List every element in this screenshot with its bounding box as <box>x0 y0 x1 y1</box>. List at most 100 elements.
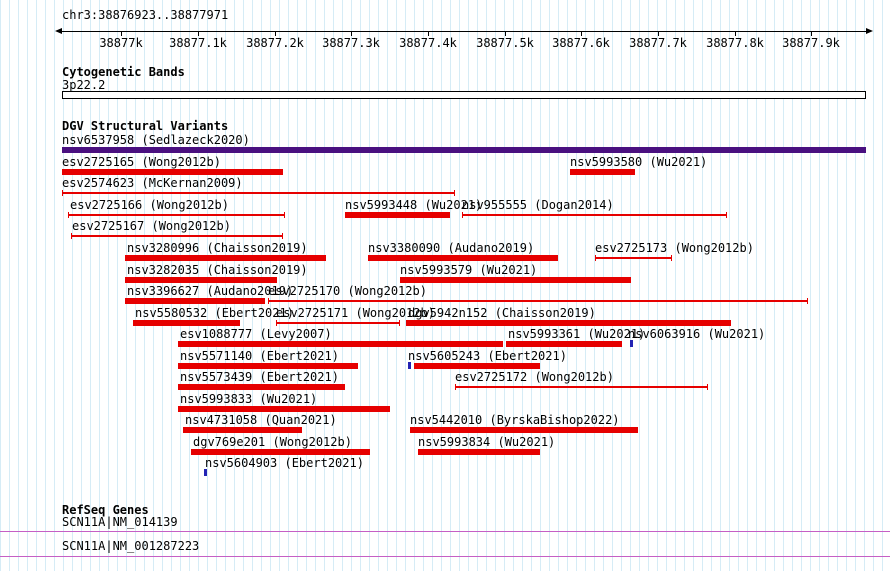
variant-label[interactable]: nsv5580532 (Ebert2021) <box>135 306 294 320</box>
variant-span-cap <box>671 255 672 261</box>
variant-label[interactable]: nsv5573439 (Ebert2021) <box>180 370 339 384</box>
ruler-axis-line <box>62 31 866 32</box>
variant-label[interactable]: nsv5993361 (Wu2021) <box>508 327 646 341</box>
variant-label[interactable]: nsv5993833 (Wu2021) <box>180 392 318 406</box>
variant-label[interactable]: nsv5604903 (Ebert2021) <box>205 456 364 470</box>
variant-span-cap <box>595 255 596 261</box>
variant-label[interactable]: esv2725167 (Wong2012b) <box>72 219 231 233</box>
ruler-tick <box>121 31 122 36</box>
variant-bar[interactable] <box>570 169 635 175</box>
variant-label[interactable]: esv2725170 (Wong2012b) <box>268 284 427 298</box>
variant-point[interactable] <box>204 469 207 476</box>
ruler-tick-label: 38877.5k <box>476 36 534 50</box>
gene-line[interactable] <box>0 531 890 532</box>
variant-span[interactable] <box>268 300 808 302</box>
variant-bar[interactable] <box>400 277 631 283</box>
ruler-tick-label: 38877.9k <box>782 36 840 50</box>
ruler-tick-label: 38877.8k <box>706 36 764 50</box>
variant-bar[interactable] <box>125 298 265 304</box>
variant-point[interactable] <box>408 362 411 369</box>
variant-bar[interactable] <box>506 341 622 347</box>
region-title: chr3:38876923..38877971 <box>62 8 229 22</box>
variant-bar[interactable] <box>183 427 302 433</box>
variant-label[interactable]: nsv5442010 (ByrskaBishop2022) <box>410 413 620 427</box>
variant-label[interactable]: nsv5571140 (Ebert2021) <box>180 349 339 363</box>
variant-label[interactable]: nsv5993580 (Wu2021) <box>570 155 708 169</box>
variant-label[interactable]: nsv6537958 (Sedlazeck2020) <box>62 133 250 147</box>
variant-label[interactable]: dgv769e201 (Wong2012b) <box>193 435 352 449</box>
ruler-tick <box>581 31 582 36</box>
variant-label[interactable]: nsv3380090 (Audano2019) <box>368 241 535 255</box>
variant-span-cap <box>807 298 808 304</box>
variant-span-cap <box>462 212 463 218</box>
cytoband-label: 3p22.2 <box>62 78 106 92</box>
variant-span-cap <box>276 320 277 326</box>
variant-label[interactable]: esv2725165 (Wong2012b) <box>62 155 221 169</box>
variant-span-cap <box>62 190 63 196</box>
variant-bar[interactable] <box>125 255 326 261</box>
variant-bar[interactable] <box>178 406 390 412</box>
variant-label[interactable]: nsv3396627 (Audano2019) <box>127 284 294 298</box>
variant-span[interactable] <box>455 386 708 388</box>
variant-bar[interactable] <box>178 363 358 369</box>
ruler-tick-label: 38877.3k <box>322 36 380 50</box>
variant-label[interactable]: dgv5942n152 (Chaisson2019) <box>408 306 596 320</box>
variant-span-cap <box>455 384 456 390</box>
variant-span-cap <box>726 212 727 218</box>
variant-label[interactable]: esv2725173 (Wong2012b) <box>595 241 754 255</box>
variant-span[interactable] <box>71 235 283 237</box>
variant-bar[interactable] <box>406 320 731 326</box>
dgv-track-header: DGV Structural Variants <box>62 119 229 133</box>
variant-span[interactable] <box>462 214 727 216</box>
variant-bar[interactable] <box>191 449 370 455</box>
variant-label[interactable]: nsv3282035 (Chaisson2019) <box>127 263 308 277</box>
variant-span-cap <box>71 233 72 239</box>
cytoband-box[interactable] <box>62 91 866 99</box>
variant-label[interactable]: nsv5993579 (Wu2021) <box>400 263 538 277</box>
variant-label[interactable]: esv2725172 (Wong2012b) <box>455 370 614 384</box>
ruler-tick-label: 38877.4k <box>399 36 457 50</box>
variant-span-cap <box>268 298 269 304</box>
variant-bar[interactable] <box>368 255 558 261</box>
variant-label[interactable]: nsv5993834 (Wu2021) <box>418 435 556 449</box>
variant-label[interactable]: nsv5993448 (Wu2021) <box>345 198 483 212</box>
variant-label[interactable]: nsv955555 (Dogan2014) <box>462 198 614 212</box>
ruler-tick <box>811 31 812 36</box>
gene-line[interactable] <box>0 556 890 557</box>
ruler-left-arrow-icon <box>55 28 62 34</box>
variant-span[interactable] <box>68 214 285 216</box>
variant-bar[interactable] <box>125 277 277 283</box>
gene-label[interactable]: SCN11A|NM_014139 <box>62 515 178 529</box>
variant-label[interactable]: esv2574623 (McKernan2009) <box>62 176 243 190</box>
variant-bar[interactable] <box>178 341 503 347</box>
variant-label[interactable]: nsv5605243 (Ebert2021) <box>408 349 567 363</box>
variant-span[interactable] <box>595 257 672 259</box>
variant-span[interactable] <box>276 322 400 324</box>
ruler-tick <box>198 31 199 36</box>
variant-bar[interactable] <box>414 363 540 369</box>
gene-label[interactable]: SCN11A|NM_001287223 <box>62 539 200 553</box>
variant-span[interactable] <box>62 192 455 194</box>
variant-point[interactable] <box>630 340 633 347</box>
variant-label[interactable]: esv1088777 (Levy2007) <box>180 327 332 341</box>
variant-span-cap <box>284 212 285 218</box>
variant-span-cap <box>282 233 283 239</box>
variant-bar[interactable] <box>133 320 240 326</box>
variant-bar[interactable] <box>62 169 283 175</box>
variant-label[interactable]: esv2725166 (Wong2012b) <box>70 198 229 212</box>
variant-label[interactable]: nsv4731058 (Quan2021) <box>185 413 337 427</box>
variant-bar[interactable] <box>62 147 866 153</box>
variant-bar[interactable] <box>345 212 450 218</box>
ruler-tick-label: 38877.1k <box>169 36 227 50</box>
ruler-tick-label: 38877.2k <box>246 36 304 50</box>
variant-bar[interactable] <box>410 427 638 433</box>
variant-bar[interactable] <box>418 449 540 455</box>
ruler-tick <box>275 31 276 36</box>
ruler-tick <box>735 31 736 36</box>
variant-label[interactable]: nsv3280996 (Chaisson2019) <box>127 241 308 255</box>
variant-label[interactable]: nsv6063916 (Wu2021) <box>628 327 766 341</box>
variant-label[interactable]: esv2725171 (Wong2012b) <box>276 306 435 320</box>
variant-bar[interactable] <box>178 384 345 390</box>
ruler-tick-label: 38877.7k <box>629 36 687 50</box>
ruler-right-arrow-icon <box>866 28 873 34</box>
